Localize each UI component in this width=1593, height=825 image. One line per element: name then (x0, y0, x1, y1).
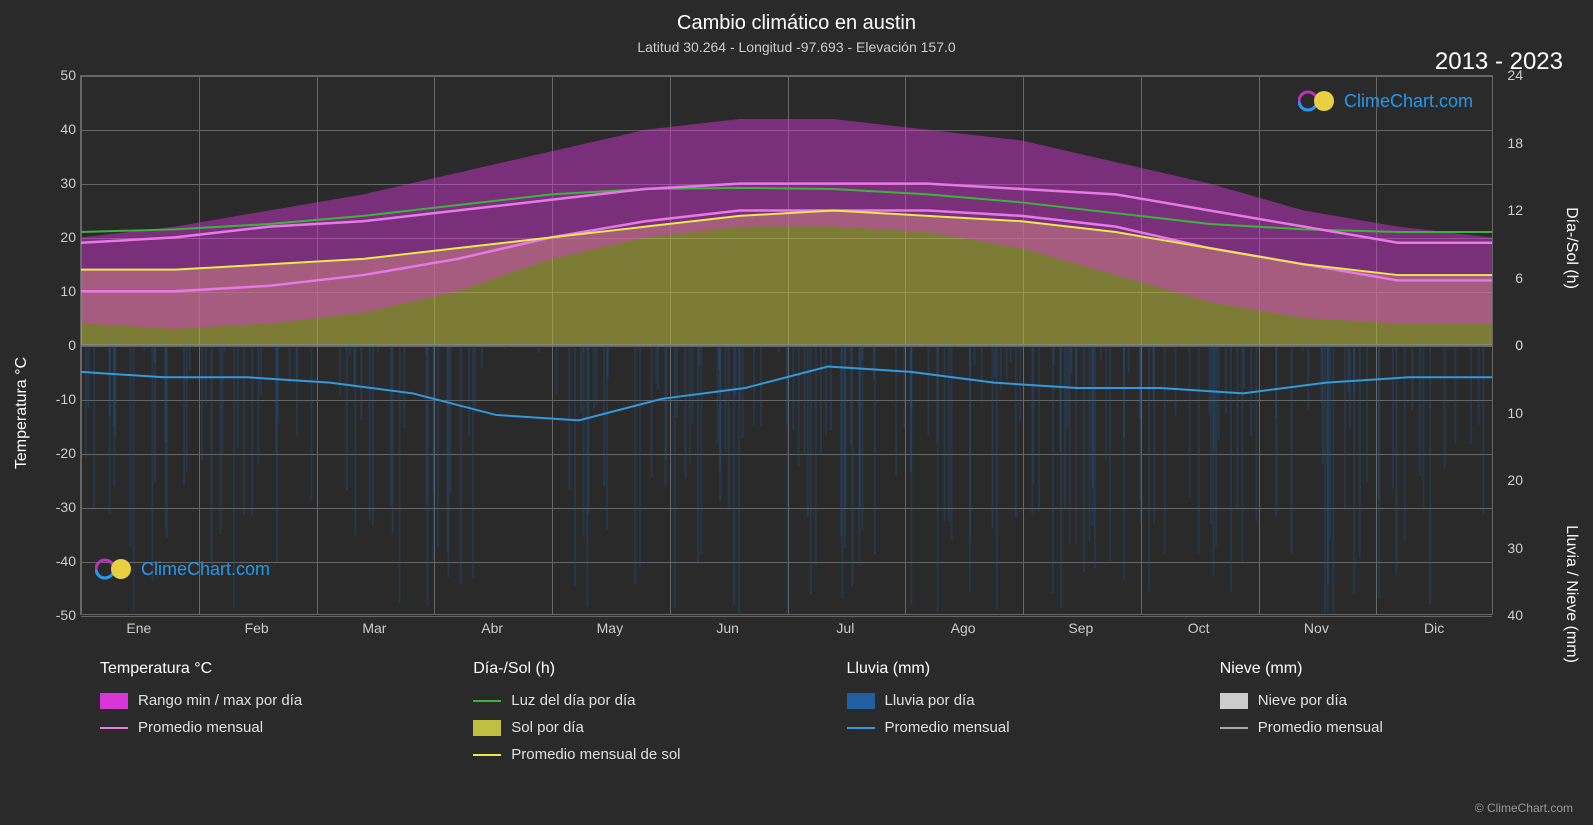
legend-item: Promedio mensual de sol (473, 746, 806, 763)
y-tick-left: 0 (48, 337, 76, 353)
y-tick-left: -20 (48, 445, 76, 461)
y-axis-right-label-top: Día-/Sol (h) (1562, 207, 1580, 289)
legend-swatch (100, 727, 128, 729)
y-tick-left: -40 (48, 553, 76, 569)
y-tick-right: 20 (1507, 472, 1523, 488)
y-tick-left: -30 (48, 499, 76, 515)
x-tick-month: Oct (1188, 620, 1210, 636)
watermark-text: ClimeChart.com (141, 559, 270, 580)
legend-title: Nieve (mm) (1220, 660, 1553, 678)
legend-item: Sol por día (473, 719, 806, 736)
copyright: © ClimeChart.com (1475, 801, 1573, 815)
y-tick-left: 10 (48, 283, 76, 299)
legend-label: Promedio mensual (885, 719, 1010, 736)
y-tick-right: 18 (1507, 135, 1523, 151)
y-axis-right-label-bottom: Lluvia / Nieve (mm) (1562, 525, 1580, 663)
legend-title: Lluvia (mm) (847, 660, 1180, 678)
legend-swatch (100, 693, 128, 709)
legend-column: Lluvia (mm) Lluvia por día Promedio mensua… (847, 660, 1180, 763)
y-tick-right: 12 (1507, 202, 1523, 218)
legend-column: Día-/Sol (h) Luz del día por día Sol por d… (473, 660, 806, 763)
legend-label: Promedio mensual (138, 719, 263, 736)
plot-area (80, 75, 1493, 615)
x-tick-month: Ago (951, 620, 976, 636)
legend-label: Nieve por día (1258, 692, 1347, 709)
legend-swatch (473, 754, 501, 756)
y-tick-right: 40 (1507, 607, 1523, 623)
y-tick-right: 6 (1515, 270, 1523, 286)
chart-svg (81, 76, 1492, 614)
x-tick-month: Jul (836, 620, 854, 636)
chart-container: Cambio climático en austin Latitud 30.26… (0, 0, 1593, 825)
chart-title: Cambio climático en austin (0, 0, 1593, 35)
y-tick-left: 40 (48, 121, 76, 137)
legend-column: Nieve (mm) Nieve por día Promedio mensual (1220, 660, 1553, 763)
legend-label: Promedio mensual (1258, 719, 1383, 736)
legend-swatch (473, 700, 501, 702)
legend-item: Promedio mensual (1220, 719, 1553, 736)
y-tick-right: 10 (1507, 405, 1523, 421)
watermark-text: ClimeChart.com (1344, 91, 1473, 112)
x-tick-month: Nov (1304, 620, 1329, 636)
legend-swatch (473, 720, 501, 736)
legend: Temperatura °C Rango min / max por día Pro… (100, 660, 1553, 763)
x-tick-month: Sep (1068, 620, 1093, 636)
x-tick-month: Dic (1424, 620, 1444, 636)
y-tick-right: 30 (1507, 540, 1523, 556)
y-tick-left: -50 (48, 607, 76, 623)
x-tick-month: Feb (245, 620, 269, 636)
legend-label: Lluvia por día (885, 692, 975, 709)
legend-swatch (847, 693, 875, 709)
x-tick-month: Abr (481, 620, 503, 636)
y-tick-right: 0 (1515, 337, 1523, 353)
legend-item: Promedio mensual (100, 719, 433, 736)
y-axis-left-label: Temperatura °C (13, 356, 31, 468)
legend-column: Temperatura °C Rango min / max por día Pro… (100, 660, 433, 763)
x-tick-month: Ene (126, 620, 151, 636)
legend-item: Lluvia por día (847, 692, 1180, 709)
watermark-top: ClimeChart.com (1298, 87, 1473, 115)
x-tick-month: May (597, 620, 623, 636)
legend-swatch (847, 727, 875, 729)
legend-title: Temperatura °C (100, 660, 433, 678)
y-tick-left: -10 (48, 391, 76, 407)
legend-item: Promedio mensual (847, 719, 1180, 736)
legend-label: Promedio mensual de sol (511, 746, 680, 763)
y-tick-left: 20 (48, 229, 76, 245)
x-tick-month: Mar (362, 620, 386, 636)
legend-item: Rango min / max por día (100, 692, 433, 709)
legend-swatch (1220, 693, 1248, 709)
legend-swatch (1220, 727, 1248, 729)
legend-item: Luz del día por día (473, 692, 806, 709)
legend-label: Sol por día (511, 719, 584, 736)
legend-label: Rango min / max por día (138, 692, 302, 709)
legend-title: Día-/Sol (h) (473, 660, 806, 678)
y-tick-left: 30 (48, 175, 76, 191)
grid-line (81, 616, 1492, 617)
watermark-bottom: ClimeChart.com (95, 555, 270, 583)
y-tick-right: 24 (1507, 67, 1523, 83)
logo-icon (95, 555, 135, 583)
year-range: 2013 - 2023 (1435, 48, 1563, 76)
logo-icon (1298, 87, 1338, 115)
legend-item: Nieve por día (1220, 692, 1553, 709)
legend-label: Luz del día por día (511, 692, 635, 709)
y-tick-left: 50 (48, 67, 76, 83)
chart-subtitle: Latitud 30.264 - Longitud -97.693 - Elev… (0, 35, 1593, 55)
x-tick-month: Jun (716, 620, 739, 636)
